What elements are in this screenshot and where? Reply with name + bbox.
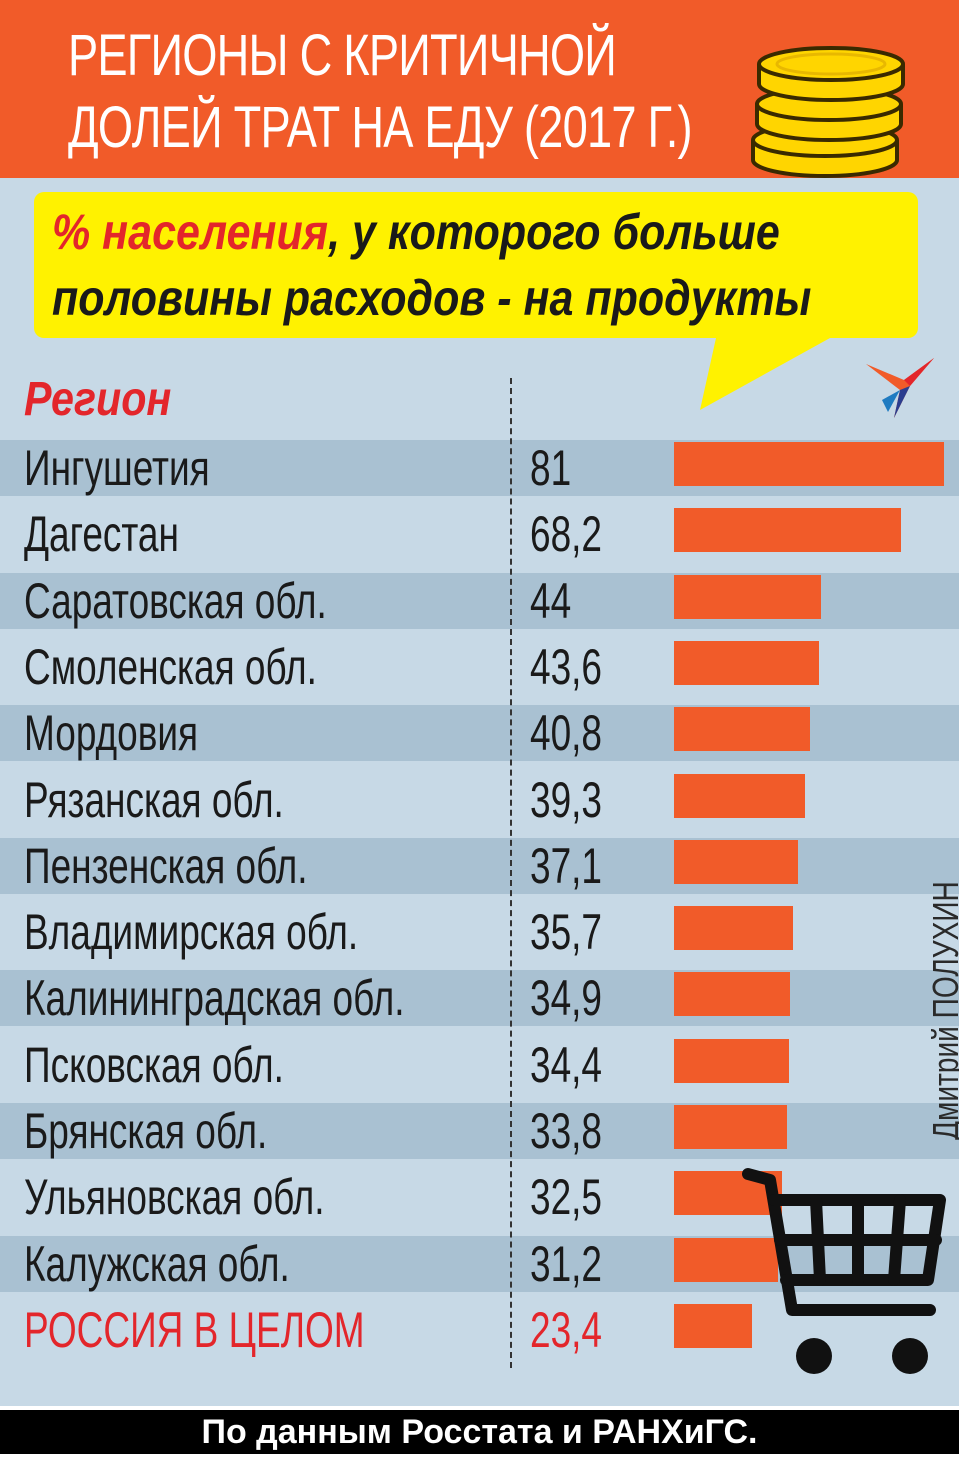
bar xyxy=(674,442,944,486)
bar xyxy=(674,1038,789,1083)
value-label: 34,9 xyxy=(530,970,603,1027)
bar xyxy=(674,906,793,951)
value-label: 31,2 xyxy=(530,1235,603,1292)
table-row: Рязанская обл. 39,3 xyxy=(0,772,959,828)
shopping-cart-icon xyxy=(742,1168,946,1374)
region-label: Владимирская обл. xyxy=(24,904,359,961)
value-label: 33,8 xyxy=(530,1103,603,1159)
bar xyxy=(674,1237,778,1282)
table-row: Мордовия 40,8 xyxy=(0,705,959,762)
region-column-header: Регион xyxy=(24,373,172,426)
table-row: Пензенская обл. 37,1 xyxy=(0,837,959,894)
subtitle-line-1: % населения, у которого больше xyxy=(52,202,780,262)
bar xyxy=(674,839,798,884)
region-label: Ингушетия xyxy=(24,440,210,496)
author-credit: Дмитрий ПОЛУХИН xyxy=(925,881,959,1140)
value-label: 39,3 xyxy=(530,771,603,828)
bird-logo-icon xyxy=(866,358,934,418)
region-label: РОССИЯ В ЦЕЛОМ xyxy=(24,1301,365,1358)
value-label: 37,1 xyxy=(530,837,603,894)
table-row: Смоленская обл. 43,6 xyxy=(0,639,959,695)
region-label: Саратовская обл. xyxy=(24,572,327,629)
region-label: Смоленская обл. xyxy=(24,638,317,695)
table-row: Брянская обл. 33,8 xyxy=(0,1103,959,1159)
value-label: 23,4 xyxy=(530,1301,603,1358)
region-label: Калужская обл. xyxy=(24,1235,290,1292)
value-label: 68,2 xyxy=(530,506,603,563)
value-label: 35,7 xyxy=(530,904,603,961)
bar xyxy=(674,640,819,685)
bar xyxy=(674,1105,787,1149)
subtitle-callout xyxy=(34,192,918,410)
region-label: Дагестан xyxy=(24,506,179,563)
title-banner: РЕГИОНЫ С КРИТИЧНОЙ ДОЛЕЙ ТРАТ НА ЕДУ (2… xyxy=(0,0,959,178)
value-label: 32,5 xyxy=(530,1169,603,1226)
region-label: Рязанская обл. xyxy=(24,771,284,828)
region-label: Псковская обл. xyxy=(24,1036,284,1093)
source-footer: По данным Росстата и РАНХиГС. xyxy=(0,1406,959,1458)
value-label: 43,6 xyxy=(530,638,603,695)
table-row: Ингушетия 81 xyxy=(0,440,959,496)
table-row: Псковская обл. 34,4 xyxy=(0,1037,959,1093)
value-label: 44 xyxy=(530,572,572,629)
table-row: РОССИЯ В ЦЕЛОМ 23,4 xyxy=(0,1302,959,1358)
bar xyxy=(674,707,810,752)
value-label: 34,4 xyxy=(530,1036,603,1093)
value-label: 81 xyxy=(530,440,572,496)
source-text: По данным Росстата и РАНХиГС. xyxy=(201,1413,758,1451)
value-label: 40,8 xyxy=(530,705,603,762)
column-divider xyxy=(510,378,512,1368)
source-footer-bar: По данным Росстата и РАНХиГС. xyxy=(0,1410,959,1454)
coins-icon xyxy=(751,46,905,178)
bar xyxy=(674,773,805,818)
region-label: Калининградская обл. xyxy=(24,970,405,1027)
table-row: Ульяновская обл. 32,5 xyxy=(0,1169,959,1225)
bar xyxy=(674,508,901,553)
subtitle-line-2: половины расходов - на продукты xyxy=(52,270,812,326)
region-label: Брянская обл. xyxy=(24,1103,268,1159)
region-label: Ульяновская обл. xyxy=(24,1169,325,1226)
subtitle-highlight: % населения xyxy=(52,204,329,260)
bar xyxy=(674,1303,752,1348)
title-line-1: РЕГИОНЫ С КРИТИЧНОЙ xyxy=(68,23,617,88)
table-row: Дагестан 68,2 xyxy=(0,506,959,562)
table-row: Саратовская обл. 44 xyxy=(0,572,959,629)
bar xyxy=(674,574,821,619)
region-label: Пензенская обл. xyxy=(24,837,308,894)
subtitle-line-1-rest: , у которого больше xyxy=(328,204,780,260)
region-label: Мордовия xyxy=(24,705,199,762)
table-row: Калининградская обл. 34,9 xyxy=(0,970,959,1027)
table-row: Владимирская обл. 35,7 xyxy=(0,904,959,960)
title-line-2: ДОЛЕЙ ТРАТ НА ЕДУ (2017 Г.) xyxy=(68,95,693,160)
bar xyxy=(674,972,790,1017)
